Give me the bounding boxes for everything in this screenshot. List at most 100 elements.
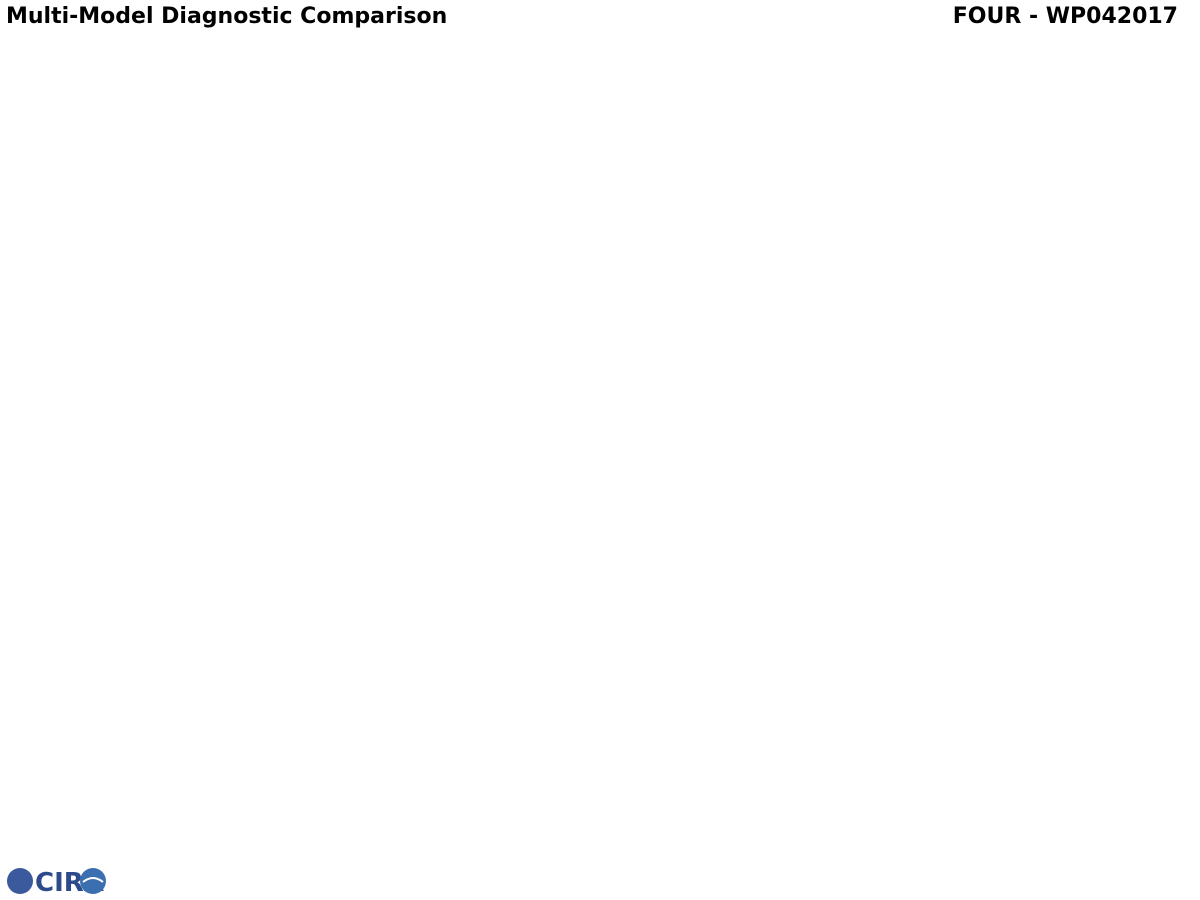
shear-y-axis-label: 200-850 hPa Shear (kt) — [595, 65, 614, 251]
land-mass — [291, 497, 330, 519]
land-mass — [66, 708, 99, 751]
sst-y-tick-label: 24 — [635, 514, 652, 529]
intensity-y-tick-label: 20 — [41, 266, 58, 281]
rh-plot-area — [660, 610, 1170, 855]
rh-y-axis-label: 700-500 hPa Humidity (%) — [595, 627, 614, 838]
forecast-marker — [480, 493, 490, 502]
shear-x-tick-label: 09Jun 00z — [783, 288, 820, 319]
intensity-band — [66, 73, 576, 115]
sst-plot-area — [660, 323, 1170, 567]
track-plot-area — [66, 335, 576, 844]
rh-band — [660, 610, 1170, 672]
legend-label-gfs: GFS — [708, 812, 734, 827]
legend-label-jtwc: JTWC — [113, 391, 148, 406]
legend-label-hwrf: HWRF — [114, 75, 153, 90]
sst-x-tick-label: 08Jun 00z — [732, 575, 769, 606]
track-y-tick-label: 5°N — [34, 827, 59, 842]
intensity-y-tick-label: 140 — [33, 63, 58, 78]
track-x-tick-label: 155°E — [534, 852, 574, 867]
track-title: Track — [522, 338, 570, 357]
forecast-marker — [164, 583, 174, 592]
track-x-tick-label: 140°E — [370, 852, 410, 867]
rh-title: Mid-Level RH — [1045, 613, 1164, 632]
series-line-hwrf — [301, 201, 574, 266]
land-mass — [191, 766, 206, 781]
sst-x-tick-label: 07Jun 00z — [682, 575, 719, 606]
legend-label-gfs: GFS — [708, 332, 734, 347]
legend-label-hwrf: HWRF — [708, 348, 747, 363]
sst-title: SST — [1131, 326, 1164, 345]
land-mass — [389, 374, 450, 419]
legend-label-hwrf: HWRF — [114, 375, 153, 390]
shear-x-tick-label: 10Jun 00z — [833, 288, 870, 319]
shear-title: Deep-Layer Shear — [1003, 38, 1164, 57]
shear-x-tick-label: 14Jun 00z — [1035, 288, 1072, 319]
series-line-best — [199, 253, 317, 280]
land-mass — [208, 763, 215, 781]
legend-label-jtwc: JTWC — [113, 122, 148, 137]
storm-id: FOUR - WP042017 — [952, 4, 1178, 29]
marker-gfs — [898, 686, 906, 694]
land-mass — [170, 603, 191, 642]
forecast-marker — [279, 579, 288, 588]
shear-y-tick-label: 10 — [635, 220, 652, 235]
track-x-tick-label: 115°E — [96, 852, 136, 867]
marker-hwrf — [898, 189, 906, 197]
satellite-icon — [80, 868, 106, 894]
rh-y-tick-label: 100 — [627, 604, 652, 619]
forecast-marker — [385, 543, 394, 552]
series-line-jtwc — [302, 236, 523, 273]
rh-x-tick-label: 15Jun 00z — [1086, 863, 1123, 894]
intensity-title: Intensity — [490, 38, 571, 57]
rh-x-tick-label: 07Jun 00z — [682, 863, 719, 894]
sst-x-tick-label: 09Jun 00z — [783, 575, 820, 606]
land-mass — [170, 680, 216, 747]
intensity-x-tick-label: 10Jun 00z — [233, 288, 270, 319]
series-line-hwrf — [901, 35, 1079, 194]
sst-x-tick-label: 10Jun 00z — [833, 575, 870, 606]
sst-frame — [659, 322, 1171, 568]
track-y-tick-label: 30°N — [25, 544, 58, 559]
land-mass — [277, 423, 411, 536]
intensity-x-tick-label: 11Jun 00z — [285, 288, 322, 319]
rh-y-tick-label: 40 — [635, 788, 652, 803]
intensity-y-tick-label: 160 — [33, 29, 58, 44]
intensity-plot-area — [66, 35, 576, 280]
track-x-tick-label: 120°E — [150, 852, 190, 867]
land-mass — [143, 764, 167, 795]
rh-band — [660, 732, 1170, 794]
sst-x-tick-label: 13Jun 00z — [985, 575, 1022, 606]
rh-x-tick-label: 12Jun 00z — [934, 863, 971, 894]
page-title: Multi-Model Diagnostic Comparison — [6, 4, 448, 29]
legend-label-gfs: GFS — [114, 60, 140, 75]
forecast-marker — [114, 629, 123, 638]
rh-x-tick-label: 16Jun 00z — [1136, 863, 1173, 894]
rh-x-tick-label: 08Jun 00z — [732, 863, 769, 894]
forecast-marker — [125, 601, 134, 610]
track-frame — [65, 334, 577, 845]
shear-x-tick-label: 13Jun 00z — [985, 288, 1022, 319]
rh-x-tick-label: 11Jun 00z — [884, 863, 921, 894]
legend-label-gfs: GFS — [708, 44, 734, 59]
land-mass — [66, 335, 393, 652]
sst-y-tick-label: 30 — [635, 373, 652, 388]
forecast-marker — [128, 703, 138, 712]
best-track-marker — [125, 678, 134, 687]
forecast-marker — [343, 562, 352, 571]
intensity-x-tick-label: 16Jun 00z — [542, 288, 579, 319]
intensity-y-tick-label: 120 — [33, 97, 58, 112]
rh-x-tick-label: 09Jun 00z — [783, 863, 820, 894]
land-mass — [192, 778, 242, 825]
sst-y-tick-label: 26 — [635, 467, 652, 482]
legend-label-hwrf: HWRF — [708, 827, 747, 842]
marker-best — [312, 251, 320, 259]
rh-y-tick-label: 80 — [635, 665, 652, 680]
track-y-tick-label: 25°N — [25, 600, 58, 615]
shear-y-tick-label: 30 — [635, 111, 652, 126]
track-x-tick-label: 145°E — [425, 852, 465, 867]
land-mass — [120, 810, 160, 844]
shear-x-tick-label: 15Jun 00z — [1086, 288, 1123, 319]
series-line-hwrf — [902, 672, 1168, 774]
intensity-x-tick-label: 09Jun 00z — [182, 288, 219, 319]
track-x-tick-label: 150°E — [479, 852, 519, 867]
